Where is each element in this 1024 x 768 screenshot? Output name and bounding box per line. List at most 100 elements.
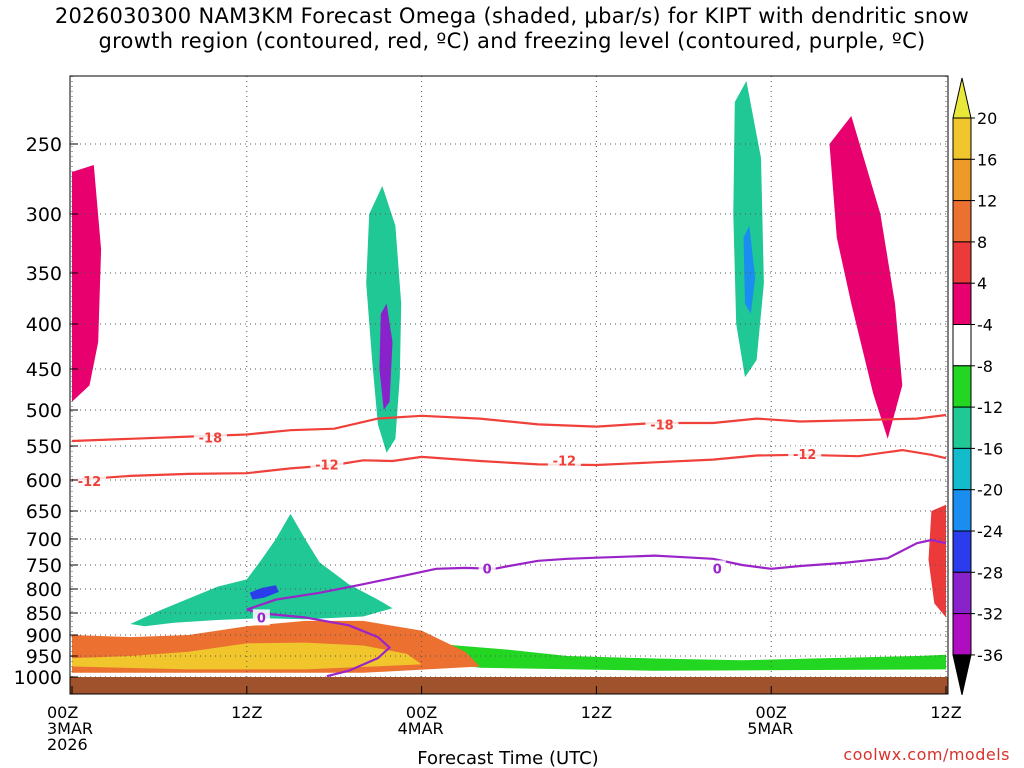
omega-deep-upward-core <box>379 303 393 410</box>
contour-label: -12 <box>553 454 577 469</box>
contour-layer: -18 -12 -12 -12 -18 -12 0 0 0 <box>71 413 947 678</box>
y-tick-label: 750 <box>26 555 62 577</box>
ground-layer <box>70 677 948 694</box>
x-tick-label: 12Z <box>231 703 262 722</box>
y-tick-label: 250 <box>26 134 62 156</box>
colorbar-label: -28 <box>977 563 1003 582</box>
y-tick-label: 500 <box>26 400 62 422</box>
freezing-level-contour-1 <box>246 608 391 678</box>
contour-label: -12 <box>315 458 339 473</box>
omega-upper-upward-core <box>743 225 756 314</box>
contour-label: -12 <box>793 448 817 463</box>
colorbar-swatch <box>952 117 972 160</box>
snow-growth-contour-minus12 <box>71 449 947 482</box>
omega-upward-motion-band <box>130 513 393 627</box>
colorbar-label: 16 <box>977 150 997 169</box>
y-tick-label: 350 <box>26 263 62 285</box>
colorbar-swatch <box>952 241 972 284</box>
contour-label-background <box>72 473 106 490</box>
colorbar-legend: 20 16 12 8 4 -4 -8 -12 -16 -20 -24 -28 -32 -36 <box>952 77 1003 696</box>
colorbar-label: 12 <box>977 192 997 211</box>
contour-label-background <box>788 446 822 463</box>
y-tick-label: 650 <box>26 501 62 523</box>
y-tick-label: 900 <box>26 625 62 647</box>
contour-label-background <box>310 456 344 473</box>
x-tick-label: 00Z <box>406 703 437 722</box>
y-tick-label: 800 <box>26 579 62 601</box>
colorbar-label: -20 <box>977 481 1003 500</box>
colorbar-extend-min <box>952 654 972 696</box>
contour-label: -18 <box>650 418 674 433</box>
contour-label-background <box>478 560 496 577</box>
y-tick-label: 600 <box>26 470 62 492</box>
contour-label: 0 <box>483 562 492 577</box>
colorbar-swatch <box>952 282 972 326</box>
colorbar-swatch <box>952 447 972 491</box>
chart-title-line-1: 2026030300 NAM3KM Forecast Omega (shaded… <box>54 4 970 28</box>
x-tick-label: 2026 <box>47 735 88 754</box>
colorbar-label: -36 <box>977 646 1003 665</box>
colorbar-swatch <box>952 365 972 408</box>
colorbar-swatch <box>952 571 972 615</box>
x-tick-label: 12Z <box>581 703 612 722</box>
contour-label-background <box>193 429 227 446</box>
colorbar-swatch <box>952 613 972 656</box>
colorbar-swatch <box>952 406 972 449</box>
colorbar-swatch <box>952 489 972 532</box>
omega-stratospheric-downward-left <box>72 165 102 402</box>
y-tick-label: 850 <box>26 603 62 625</box>
colorbar-label: 20 <box>977 109 997 128</box>
contour-label-background <box>252 609 270 626</box>
colorbar-swatch <box>952 158 972 202</box>
colorbar-label: -12 <box>977 398 1003 417</box>
x-axis-label: Forecast Time (UTC) <box>417 748 598 768</box>
colorbar-label: -16 <box>977 439 1003 458</box>
x-tick-label: 12Z <box>930 703 961 722</box>
x-tick-label: 5MAR <box>747 719 793 738</box>
colorbar-label: -32 <box>977 605 1003 624</box>
credit-text: coolwx.com/models <box>843 745 1010 764</box>
omega-upper-downward-right <box>829 116 903 439</box>
colorbar-swatch <box>952 324 972 367</box>
contour-label: 0 <box>257 611 266 626</box>
colorbar-swatch <box>952 530 972 573</box>
x-tick-label: 00Z <box>47 703 78 722</box>
y-tick-label: 550 <box>26 436 62 458</box>
y-axis: 2503003504004505005506006507007508008509… <box>14 134 78 689</box>
y-tick-label: 700 <box>26 529 62 551</box>
contour-label: 0 <box>713 562 722 577</box>
x-tick-label: 4MAR <box>398 719 444 738</box>
omega-shallow-upward-motion <box>421 642 947 671</box>
x-tick-label: 00Z <box>756 703 787 722</box>
y-tick-label: 1000 <box>14 667 62 689</box>
snow-growth-contour-minus18 <box>71 413 947 443</box>
y-tick-label: 950 <box>26 646 62 668</box>
colorbar-label: 8 <box>977 233 987 252</box>
contour-label: -12 <box>78 475 102 490</box>
ground-fill <box>70 677 948 694</box>
y-tick-label: 400 <box>26 314 62 336</box>
plot-frame <box>69 75 949 695</box>
omega-shading-layer <box>72 81 947 673</box>
omega-low-downward-right <box>928 504 946 618</box>
contour-label-background <box>547 452 581 469</box>
y-tick-label: 450 <box>26 359 62 381</box>
colorbar-swatch <box>952 200 972 243</box>
colorbar-extend-max <box>952 77 972 119</box>
omega-upward-motion-core <box>249 585 279 600</box>
contour-label: -18 <box>199 431 223 446</box>
chart-title: 2026030300 NAM3KM Forecast Omega (shaded… <box>0 4 1024 54</box>
contour-label-background <box>708 560 726 577</box>
contour-label-background <box>645 416 679 433</box>
x-tick-label: 3MAR <box>47 719 93 738</box>
gridlines <box>70 76 948 694</box>
colorbar-label: -4 <box>977 316 993 335</box>
freezing-level-contour-0 <box>246 538 947 611</box>
colorbar-label: -8 <box>977 357 993 376</box>
y-tick-label: 300 <box>26 204 62 226</box>
colorbar-label: -24 <box>977 522 1003 541</box>
colorbar-label: 4 <box>977 274 987 293</box>
chart-title-line-2: growth region (contoured, red, ºC) and f… <box>98 29 926 53</box>
